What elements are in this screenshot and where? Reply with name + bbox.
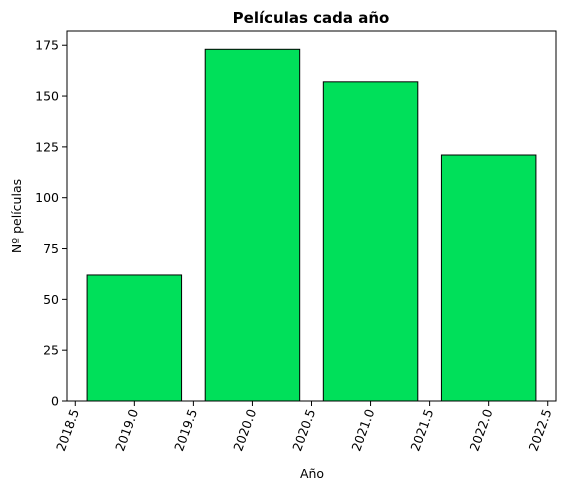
x-tick-label: 2021.5 xyxy=(407,407,436,453)
y-tick-label: 25 xyxy=(43,343,59,358)
x-tick-label: 2019.5 xyxy=(171,407,200,453)
x-tick-label: 2020.0 xyxy=(230,407,259,453)
x-axis-label: Año xyxy=(300,466,324,481)
y-tick-label: 150 xyxy=(35,89,59,104)
bars-group xyxy=(86,48,537,402)
bar-2022 xyxy=(440,154,537,402)
x-tick-label: 2022.0 xyxy=(466,407,495,453)
y-tick-label: 50 xyxy=(43,292,59,307)
x-tick-label: 2021.0 xyxy=(348,407,377,453)
bar-2021 xyxy=(322,81,419,402)
x-tick-label: 2018.5 xyxy=(53,407,82,453)
chart-title: Películas cada año xyxy=(233,9,390,27)
y-tick-label: 75 xyxy=(43,241,59,256)
y-tick-label: 0 xyxy=(51,394,59,409)
bar-2020 xyxy=(204,48,301,402)
y-axis: 0 25 50 75 100 125 150 175 xyxy=(35,38,67,409)
y-axis-label: Nº películas xyxy=(9,179,24,253)
y-tick-label: 175 xyxy=(35,38,59,53)
y-tick-label: 125 xyxy=(35,139,59,154)
y-tick-label: 100 xyxy=(35,190,59,205)
x-tick-label: 2020.5 xyxy=(289,407,318,453)
x-tick-label: 2019.0 xyxy=(112,407,141,453)
bar-2019 xyxy=(86,274,183,402)
x-axis: 2018.5 2019.0 2019.5 2020.0 2020.5 2021.0 2021… xyxy=(53,401,555,453)
x-tick-label: 2022.5 xyxy=(525,407,554,453)
